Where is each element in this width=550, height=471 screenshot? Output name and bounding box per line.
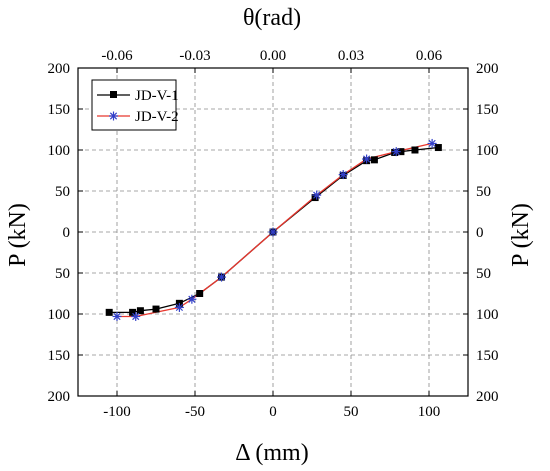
legend-marker-square-icon bbox=[110, 91, 117, 98]
y-tick-label-left: 200 bbox=[48, 389, 71, 405]
y-tick-label-right: 100 bbox=[476, 143, 499, 159]
x-axis-title: Δ (mm) bbox=[235, 440, 308, 466]
data-point-star bbox=[131, 311, 141, 321]
data-point-star bbox=[427, 138, 437, 148]
data-point-square bbox=[196, 290, 204, 297]
y-tick-label-right: 50 bbox=[476, 184, 491, 200]
data-point-square bbox=[434, 144, 442, 152]
axis-ticks: -100 -50 0 50 100 -0.06 -0.03 0.00 0.03 0.06 200 20… bbox=[48, 48, 499, 420]
data-series bbox=[105, 138, 442, 321]
y-tick-label-left: 50 bbox=[55, 266, 70, 282]
y-tick-label-left: 0 bbox=[63, 225, 71, 241]
data-point-star bbox=[268, 227, 278, 237]
legend-marker-star-icon bbox=[109, 111, 118, 121]
x-tick-label: 100 bbox=[418, 404, 441, 420]
data-point-square bbox=[105, 308, 113, 316]
x-tick-label: 50 bbox=[344, 404, 359, 420]
y-tick-label-left: 50 bbox=[55, 184, 70, 200]
legend: JD-V-1 JD-V-2 bbox=[91, 79, 179, 131]
data-point-star bbox=[112, 311, 122, 321]
y-tick-label-right: 100 bbox=[476, 307, 499, 323]
y-tick-label-right: 150 bbox=[476, 348, 499, 364]
x-tick-label: -50 bbox=[185, 404, 205, 420]
y-tick-label-right: 150 bbox=[476, 102, 499, 118]
y-axis-title-left: P (kN) bbox=[5, 203, 31, 267]
y-tick-label-right: 0 bbox=[476, 225, 484, 241]
legend-label-jd-v-2: JD-V-2 bbox=[135, 109, 179, 125]
data-point-square bbox=[397, 148, 405, 156]
data-point-square bbox=[152, 305, 160, 313]
data-point-square bbox=[129, 308, 137, 316]
y-tick-label-left: 100 bbox=[48, 143, 71, 159]
legend-box bbox=[91, 79, 177, 131]
data-point-square bbox=[370, 156, 378, 164]
top-tick-label: 0.06 bbox=[416, 48, 443, 64]
grid-lines bbox=[78, 67, 468, 397]
y-tick-label-right: 200 bbox=[476, 61, 499, 77]
x-tick-label: -100 bbox=[103, 404, 131, 420]
y-axis-title-right: P (kN) bbox=[508, 203, 534, 267]
data-point-star bbox=[217, 272, 227, 282]
x-tick-label: 0 bbox=[269, 404, 277, 420]
top-tick-label: -0.03 bbox=[179, 48, 210, 64]
top-axis-title: θ(rad) bbox=[243, 5, 301, 31]
data-point-star bbox=[391, 147, 401, 157]
y-tick-label-right: 50 bbox=[476, 266, 491, 282]
y-tick-label-right: 200 bbox=[476, 389, 499, 405]
top-tick-label: -0.06 bbox=[101, 48, 133, 64]
y-tick-label-left: 100 bbox=[48, 307, 71, 323]
top-tick-label: 0.00 bbox=[260, 48, 286, 64]
y-tick-label-left: 200 bbox=[48, 61, 71, 77]
y-tick-label-left: 150 bbox=[48, 102, 71, 118]
y-tick-label-left: 150 bbox=[48, 348, 71, 364]
data-point-star bbox=[174, 302, 184, 312]
data-point-star bbox=[362, 154, 372, 164]
data-point-star bbox=[187, 294, 197, 304]
data-point-square bbox=[311, 194, 319, 202]
data-point-square bbox=[411, 146, 419, 154]
data-point-star bbox=[312, 190, 322, 200]
top-tick-label: 0.03 bbox=[338, 48, 364, 64]
data-point-square bbox=[136, 307, 144, 315]
legend-star-glyph bbox=[109, 111, 118, 121]
data-point-star bbox=[338, 170, 348, 180]
legend-label-jd-v-1: JD-V-1 bbox=[135, 88, 179, 104]
